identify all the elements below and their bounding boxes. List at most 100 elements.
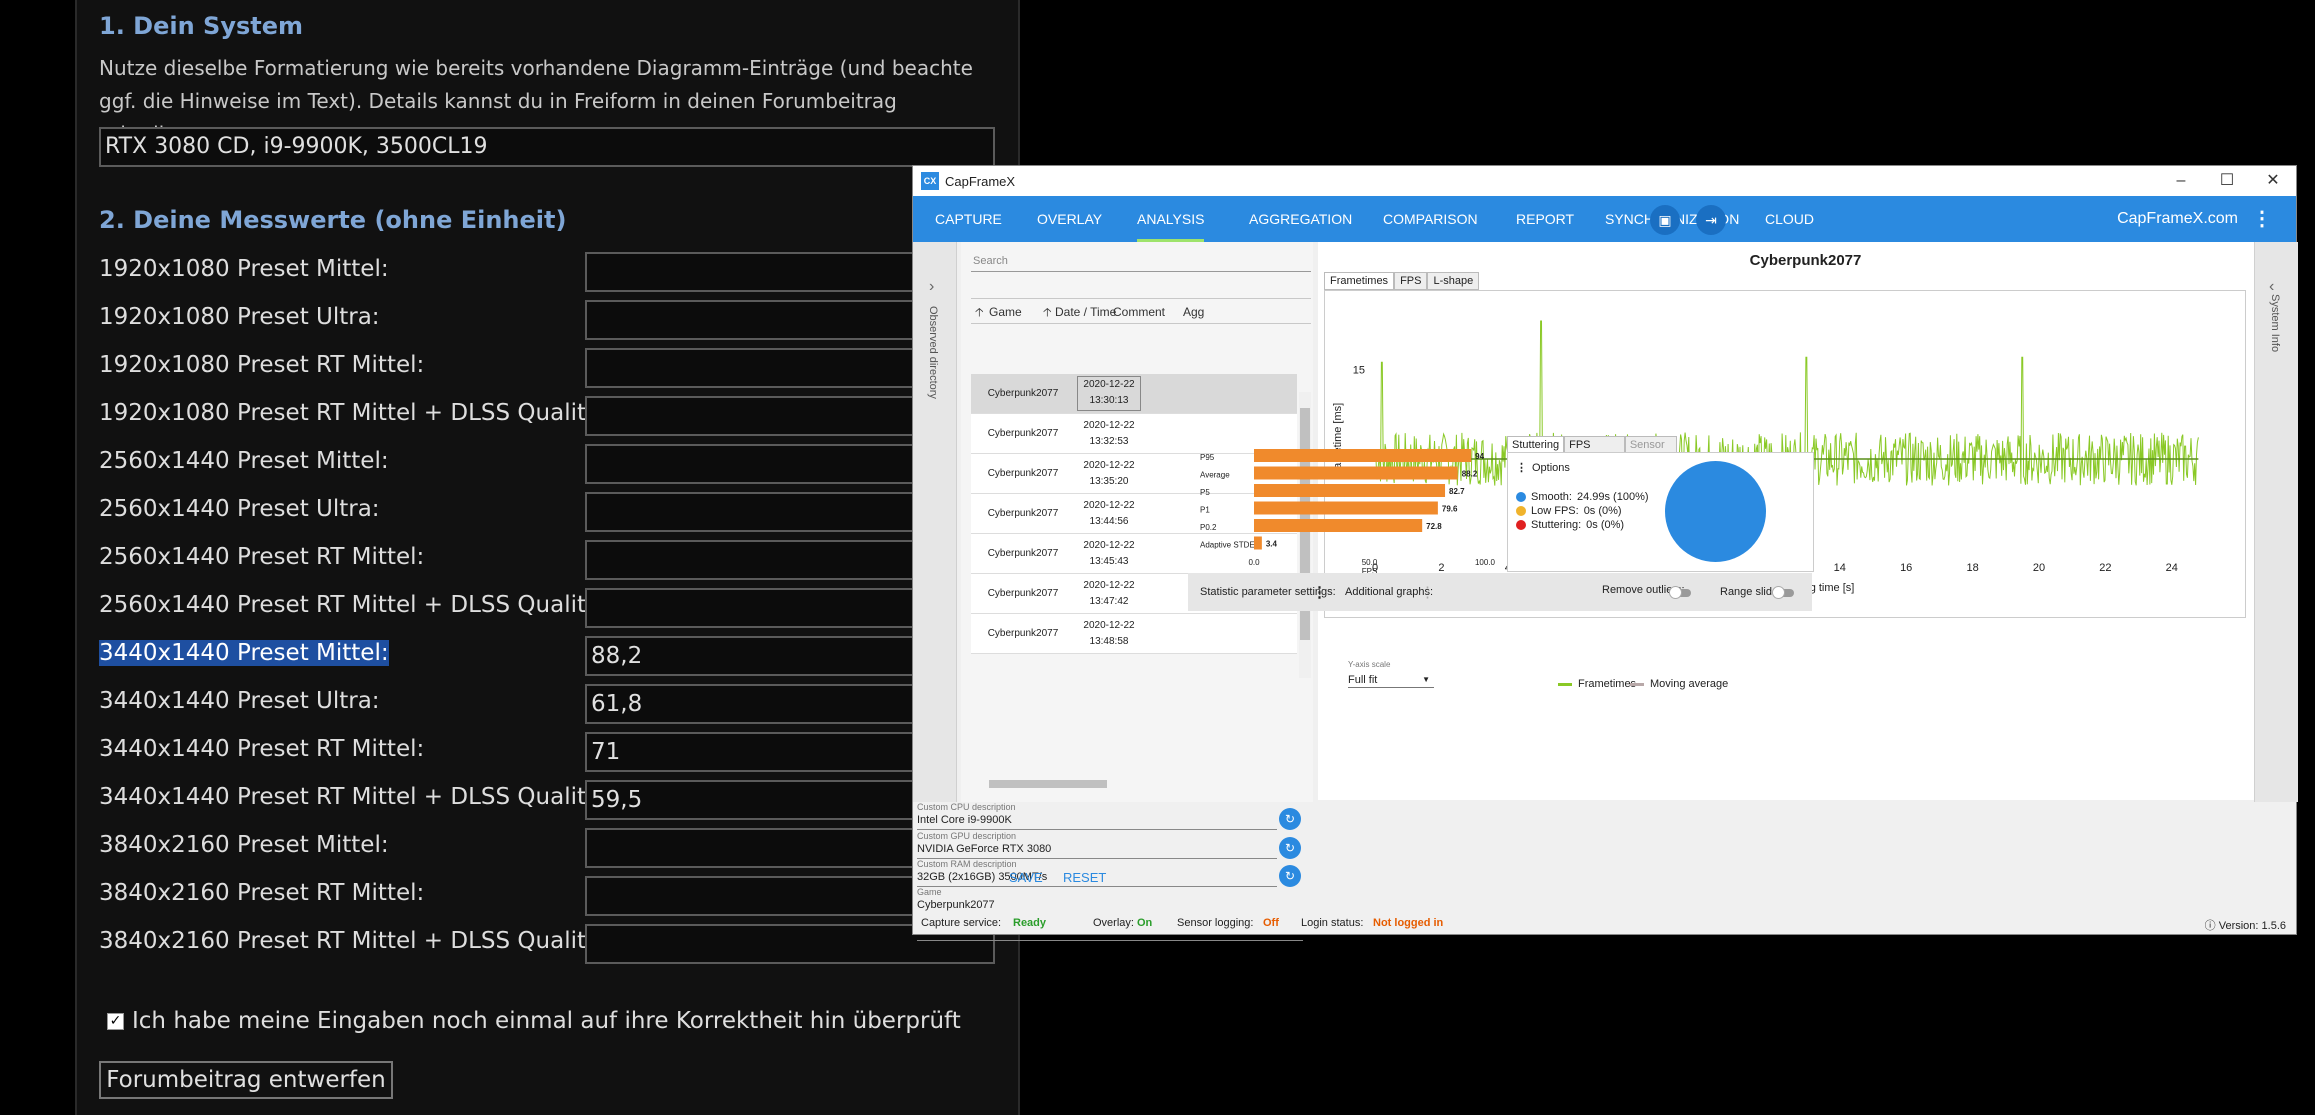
minimize-icon[interactable]: – <box>2176 172 2186 189</box>
record-row[interactable]: Cyberpunk2077 2020-12-22 13:32:53 <box>971 414 1297 454</box>
bar-x-axis-label: FPS <box>1362 567 1378 576</box>
system-input[interactable]: RTX 3080 CD, i9-9900K, 3500CL19 <box>99 127 995 167</box>
smooth-label: Smooth: <box>1531 491 1572 503</box>
bar-category-label: P95 <box>1200 453 1215 462</box>
record-row[interactable]: Cyberpunk2077 2020-12-22 13:48:58 <box>971 614 1297 654</box>
screenshot-icon[interactable]: ▣ <box>1650 205 1680 235</box>
tab-frametimes[interactable]: Frametimes <box>1324 272 1395 290</box>
record-date: 2020-12-22 <box>1083 580 1135 591</box>
ram-field[interactable]: 32GB (2x16GB) 3500MT/s <box>917 869 1277 887</box>
low-fps-label: Low FPS: <box>1531 505 1579 517</box>
bar-value-label: 72.8 <box>1426 522 1442 531</box>
gpu-field[interactable]: NVIDIA GeForce RTX 3080 <box>917 841 1277 859</box>
measurement-label: 3440x1440 Preset RT Mittel + DLSS Qualit… <box>99 784 617 810</box>
stuttering-dot <box>1516 520 1526 530</box>
record-row[interactable]: Cyberpunk2077 2020-12-22 13:45:43 <box>971 534 1297 574</box>
overlay-label: Overlay: <box>1093 917 1134 929</box>
confirm-row[interactable]: ✓ Ich habe meine Eingaben noch einmal au… <box>107 1008 961 1034</box>
collapse-arrow-icon[interactable]: ‹ <box>2269 278 2275 295</box>
stuttering-label: Stuttering: <box>1531 519 1582 531</box>
chart-tabs: Frametimes FPS L-shape <box>1324 272 1480 290</box>
record-game: Cyberpunk2077 <box>987 628 1059 639</box>
options-menu-icon: ⋮ <box>1516 462 1527 474</box>
sort-up-icon: 🡡 <box>1043 305 1052 319</box>
record-row[interactable]: Cyberpunk2077 2020-12-22 13:30:13 <box>971 374 1297 414</box>
y-tick-label: 15 <box>1353 364 1365 376</box>
options-button[interactable]: ⋮ Options <box>1516 461 1570 475</box>
bar-value-label: 88.2 <box>1462 470 1478 479</box>
sync-cpu-icon[interactable]: ↻ <box>1279 808 1301 830</box>
col-agg[interactable]: Agg <box>1183 305 1205 319</box>
bar-category-label: Average <box>1200 471 1230 480</box>
remove-outliers-toggle[interactable] <box>1669 586 1691 599</box>
nav-cloud[interactable]: CLOUD <box>1765 211 1815 227</box>
stat-bar <box>1254 519 1423 532</box>
close-icon[interactable]: ✕ <box>2266 172 2280 189</box>
records-hscrollbar[interactable] <box>971 778 1311 790</box>
status-bar: Capture service: Ready Overlay: On Senso… <box>913 912 2296 934</box>
search-input[interactable]: Search <box>971 250 1311 272</box>
submit-button[interactable]: Forumbeitrag entwerfen <box>99 1061 393 1099</box>
record-time: 13:48:58 <box>1089 636 1129 647</box>
x-tick-label: 16 <box>1900 562 1912 574</box>
settings-bar: Statistic parameter settings: ⋮ Addition… <box>1188 573 1812 611</box>
legend-swatch-moving-average <box>1630 682 1644 686</box>
more-menu-icon[interactable]: ⋮ <box>2252 208 2272 230</box>
login-icon[interactable]: ⇥ <box>1696 205 1726 235</box>
reset-button[interactable]: RESET <box>1063 870 1107 885</box>
bar-category-label: Adaptive STDEV <box>1200 541 1261 550</box>
stat-bar <box>1254 484 1446 497</box>
record-datetime: 2020-12-22 13:35:20 <box>1077 458 1141 490</box>
bar-category-label: P0.2 <box>1200 523 1217 532</box>
cpu-field[interactable]: Intel Core i9-9900K <box>917 812 1277 830</box>
sync-gpu-icon[interactable]: ↻ <box>1279 837 1301 859</box>
system-info-strip[interactable]: ‹ System Info <box>2254 242 2298 802</box>
nav-aggregation[interactable]: AGGREGATION <box>1249 211 1353 227</box>
x-tick-label: 0 <box>1372 562 1378 574</box>
nav-overlay[interactable]: OVERLAY <box>1037 211 1103 227</box>
record-row[interactable]: Cyberpunk2077 2020-12-22 13:44:56 <box>971 494 1297 534</box>
tab-lshape[interactable]: L-shape <box>1427 272 1480 290</box>
sync-ram-icon[interactable]: ↻ <box>1279 865 1301 887</box>
x-tick-label: 24 <box>2166 562 2178 574</box>
record-game: Cyberpunk2077 <box>987 588 1059 599</box>
col-comment[interactable]: Comment <box>1113 305 1166 319</box>
measurement-label: 3840x2160 Preset Mittel: <box>99 832 389 858</box>
bar-x-tick: 100.0 <box>1475 558 1496 567</box>
maximize-icon[interactable]: ☐ <box>2219 172 2235 189</box>
measurement-label-text: 2560x1440 Preset RT Mittel + DLSS Qualit… <box>99 592 617 618</box>
observed-directory-strip[interactable]: › Observed directory <box>913 242 957 802</box>
record-time: 13:45:43 <box>1089 556 1129 567</box>
legend-frametimes[interactable]: Frametimes <box>1558 678 1636 690</box>
expand-arrow-icon[interactable]: › <box>929 278 935 295</box>
sort-up-icon: 🡡 <box>975 305 984 319</box>
record-row[interactable]: Cyberpunk2077 2020-12-22 13:35:20 <box>971 454 1297 494</box>
login-status-value: Not logged in <box>1373 917 1444 929</box>
measurement-label: 2560x1440 Preset RT Mittel + DLSS Qualit… <box>99 592 617 618</box>
stat-param-menu-icon[interactable]: ⋮ <box>1312 584 1327 601</box>
nav-comparison[interactable]: COMPARISON <box>1383 211 1478 227</box>
record-datetime: 2020-12-22 13:47:42 <box>1077 578 1141 610</box>
tab-fps[interactable]: FPS <box>1394 272 1428 290</box>
range-slider-toggle[interactable] <box>1772 586 1794 599</box>
gpu-label: Custom GPU description <box>917 831 1017 841</box>
nav-report[interactable]: REPORT <box>1516 211 1575 227</box>
confirm-label: Ich habe meine Eingaben noch einmal auf … <box>132 1008 961 1034</box>
site-link[interactable]: CapFrameX.com <box>2117 210 2238 227</box>
y-axis-scale-select[interactable]: Full fit ▼ <box>1348 672 1434 688</box>
bar-value-label: 3.4 <box>1266 540 1278 549</box>
additional-graphs-menu-icon[interactable]: ⋮ <box>1420 584 1435 601</box>
col-date[interactable]: Date / Time <box>1055 305 1117 319</box>
confirm-checkbox[interactable]: ✓ <box>107 1012 124 1030</box>
record-date: 2020-12-22 <box>1083 540 1135 551</box>
x-tick-label: 2 <box>1438 562 1444 574</box>
record-datetime: 2020-12-22 13:45:43 <box>1077 538 1141 570</box>
nav-capture[interactable]: CAPTURE <box>935 211 1002 227</box>
cpu-label: Custom CPU description <box>917 802 1016 812</box>
legend-moving-average[interactable]: Moving average <box>1630 678 1728 690</box>
col-game[interactable]: Game <box>989 305 1022 319</box>
save-button[interactable]: SAVE <box>1009 870 1043 885</box>
nav-analysis[interactable]: ANALYSIS <box>1137 196 1205 242</box>
legend-label: Frametimes <box>1578 678 1637 690</box>
login-status-label: Login status: <box>1301 917 1364 929</box>
